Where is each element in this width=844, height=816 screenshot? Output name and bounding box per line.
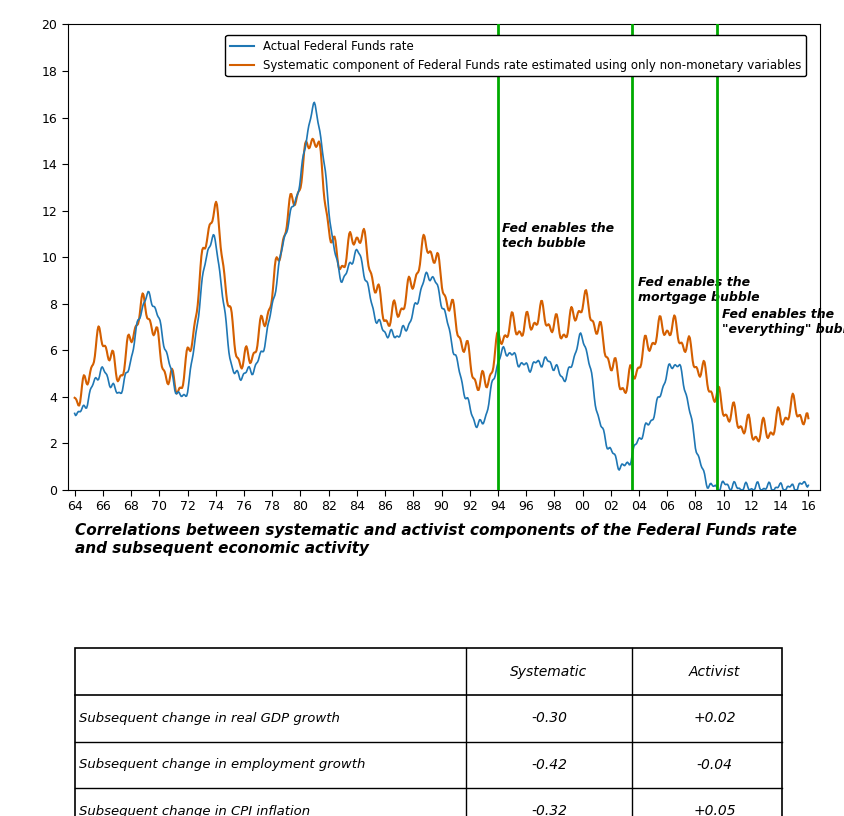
Text: Subsequent change in real GDP growth: Subsequent change in real GDP growth xyxy=(78,712,339,725)
Text: -0.04: -0.04 xyxy=(695,758,732,772)
Text: Activist: Activist xyxy=(688,665,739,679)
FancyBboxPatch shape xyxy=(75,649,781,816)
Text: +0.05: +0.05 xyxy=(692,805,735,816)
Text: -0.30: -0.30 xyxy=(530,712,566,725)
Text: Correlations between systematic and activist components of the Federal Funds rat: Correlations between systematic and acti… xyxy=(75,523,796,556)
Text: Subsequent change in CPI inflation: Subsequent change in CPI inflation xyxy=(78,805,310,816)
Text: -0.32: -0.32 xyxy=(530,805,566,816)
Text: Subsequent change in employment growth: Subsequent change in employment growth xyxy=(78,758,365,771)
Text: Fed enables the
tech bubble: Fed enables the tech bubble xyxy=(501,222,614,251)
Text: +0.02: +0.02 xyxy=(692,712,735,725)
Text: -0.42: -0.42 xyxy=(530,758,566,772)
Text: Fed enables the
mortgage bubble: Fed enables the mortgage bubble xyxy=(637,276,759,304)
Text: Fed enables the
"everything" bubble: Fed enables the "everything" bubble xyxy=(722,308,844,336)
Text: Systematic: Systematic xyxy=(510,665,587,679)
Legend: Actual Federal Funds rate, Systematic component of Federal Funds rate estimated : Actual Federal Funds rate, Systematic co… xyxy=(225,35,805,77)
